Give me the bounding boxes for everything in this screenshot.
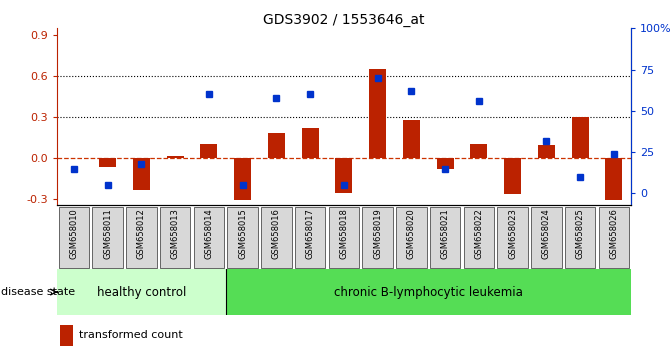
Text: disease state: disease state (1, 287, 74, 297)
Text: GSM658016: GSM658016 (272, 209, 281, 259)
Text: healthy control: healthy control (97, 286, 186, 298)
FancyBboxPatch shape (396, 207, 427, 268)
FancyBboxPatch shape (57, 269, 225, 315)
FancyBboxPatch shape (261, 207, 292, 268)
FancyBboxPatch shape (126, 207, 156, 268)
FancyBboxPatch shape (194, 207, 224, 268)
Text: GSM658012: GSM658012 (137, 209, 146, 259)
Text: GSM658024: GSM658024 (542, 209, 551, 259)
FancyBboxPatch shape (295, 207, 325, 268)
Bar (133, 158, 150, 190)
FancyBboxPatch shape (531, 207, 562, 268)
Bar (201, 144, 217, 158)
Text: GSM658025: GSM658025 (576, 209, 584, 259)
Bar (60, 325, 73, 346)
FancyBboxPatch shape (497, 207, 528, 268)
Bar (268, 133, 285, 158)
FancyBboxPatch shape (565, 207, 595, 268)
Text: GSM658013: GSM658013 (170, 209, 180, 259)
Bar (504, 158, 521, 194)
Bar (99, 158, 116, 167)
FancyBboxPatch shape (329, 207, 359, 268)
FancyBboxPatch shape (93, 207, 123, 268)
Text: GSM658017: GSM658017 (305, 209, 315, 259)
Text: transformed count: transformed count (79, 330, 183, 340)
Text: chronic B-lymphocytic leukemia: chronic B-lymphocytic leukemia (333, 286, 523, 298)
Bar (234, 158, 251, 200)
FancyBboxPatch shape (227, 207, 258, 268)
Bar (166, 156, 184, 158)
Bar (470, 144, 487, 158)
FancyBboxPatch shape (59, 207, 89, 268)
Text: GSM658019: GSM658019 (373, 209, 382, 259)
Text: GSM658018: GSM658018 (340, 209, 348, 259)
Bar (437, 158, 454, 169)
Text: GSM658011: GSM658011 (103, 209, 112, 259)
Bar (336, 158, 352, 193)
Text: GSM658014: GSM658014 (205, 209, 213, 259)
Bar (302, 128, 319, 158)
Text: GSM658015: GSM658015 (238, 209, 247, 259)
Text: GSM658021: GSM658021 (441, 209, 450, 259)
Text: GSM658020: GSM658020 (407, 209, 416, 259)
Title: GDS3902 / 1553646_at: GDS3902 / 1553646_at (263, 13, 425, 27)
FancyBboxPatch shape (160, 207, 191, 268)
Bar (572, 117, 588, 158)
FancyBboxPatch shape (464, 207, 494, 268)
Bar (538, 145, 555, 158)
Text: GSM658023: GSM658023 (508, 209, 517, 259)
FancyBboxPatch shape (430, 207, 460, 268)
Text: GSM658026: GSM658026 (609, 209, 619, 259)
FancyBboxPatch shape (362, 207, 393, 268)
Text: GSM658022: GSM658022 (474, 209, 483, 259)
Bar (403, 120, 420, 158)
Text: GSM658010: GSM658010 (69, 209, 79, 259)
FancyBboxPatch shape (599, 207, 629, 268)
Bar (605, 158, 622, 200)
Bar (369, 69, 386, 158)
FancyBboxPatch shape (225, 269, 631, 315)
